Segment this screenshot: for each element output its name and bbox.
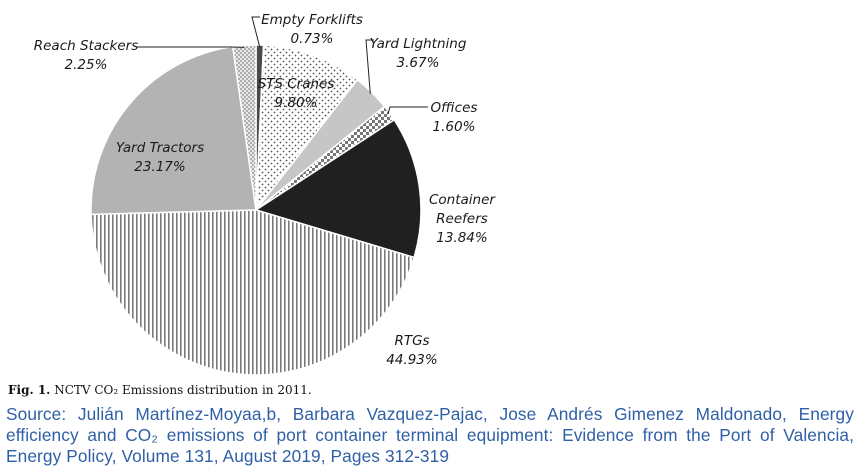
- figure-caption: Fig. 1. NCTV CO₂ Emissions distribution …: [8, 383, 312, 397]
- slice-label-offices: Offices: [431, 100, 478, 116]
- leader-line-yard-lightning: [365, 39, 374, 94]
- slice-value-sts-cranes: 9.80%: [275, 95, 318, 111]
- slice-label-container-reefers: Container: [429, 192, 496, 208]
- slice-value-yard-tractors: 23.17%: [134, 159, 185, 175]
- source-citation: Source: Julián Martínez-Moyaa,b, Barbara…: [6, 404, 854, 466]
- pie-slice-sts-cranes: [255, 44, 359, 213]
- slice-value-container-reefers: 13.84%: [436, 230, 487, 246]
- slice-value-yard-lightning: 3.67%: [397, 55, 440, 71]
- figure-number: Fig. 1.: [8, 383, 51, 397]
- pie-chart: Empty Forklifts 0.73% STS Cranes 9.80% Yard …: [34, 12, 496, 376]
- slice-value-reach-stackers: 2.25%: [65, 57, 108, 73]
- leader-line-empty-forklifts: [251, 16, 261, 48]
- pie-slice-yard-tractors: [90, 45, 257, 216]
- pie-chart-svg: Empty Forklifts 0.73% STS Cranes 9.80% Yard …: [34, 12, 496, 376]
- slice-label-yard-lightning: Yard Lightning: [370, 36, 467, 52]
- slice-label-empty-forklifts: Empty Forklifts: [261, 12, 363, 28]
- slice-value-rtgs: 44.93%: [386, 352, 437, 368]
- slice-label-rtgs: RTGs: [394, 333, 429, 349]
- slice-label-container-reefers: Reefers: [436, 211, 488, 227]
- slice-value-empty-forklifts: 0.73%: [291, 31, 334, 47]
- figure-caption-text: NCTV CO₂ Emissions distribution in 2011.: [54, 383, 312, 397]
- slice-label-sts-cranes: STS Cranes: [258, 76, 335, 92]
- pie-slice-container-reefers: [254, 118, 422, 259]
- slice-label-yard-tractors: Yard Tractors: [116, 140, 204, 156]
- leader-line-offices: [387, 106, 428, 115]
- slice-value-offices: 1.60%: [433, 119, 476, 135]
- slice-label-reach-stackers: Reach Stackers: [34, 38, 139, 54]
- pie-slice-rtgs: [90, 209, 415, 376]
